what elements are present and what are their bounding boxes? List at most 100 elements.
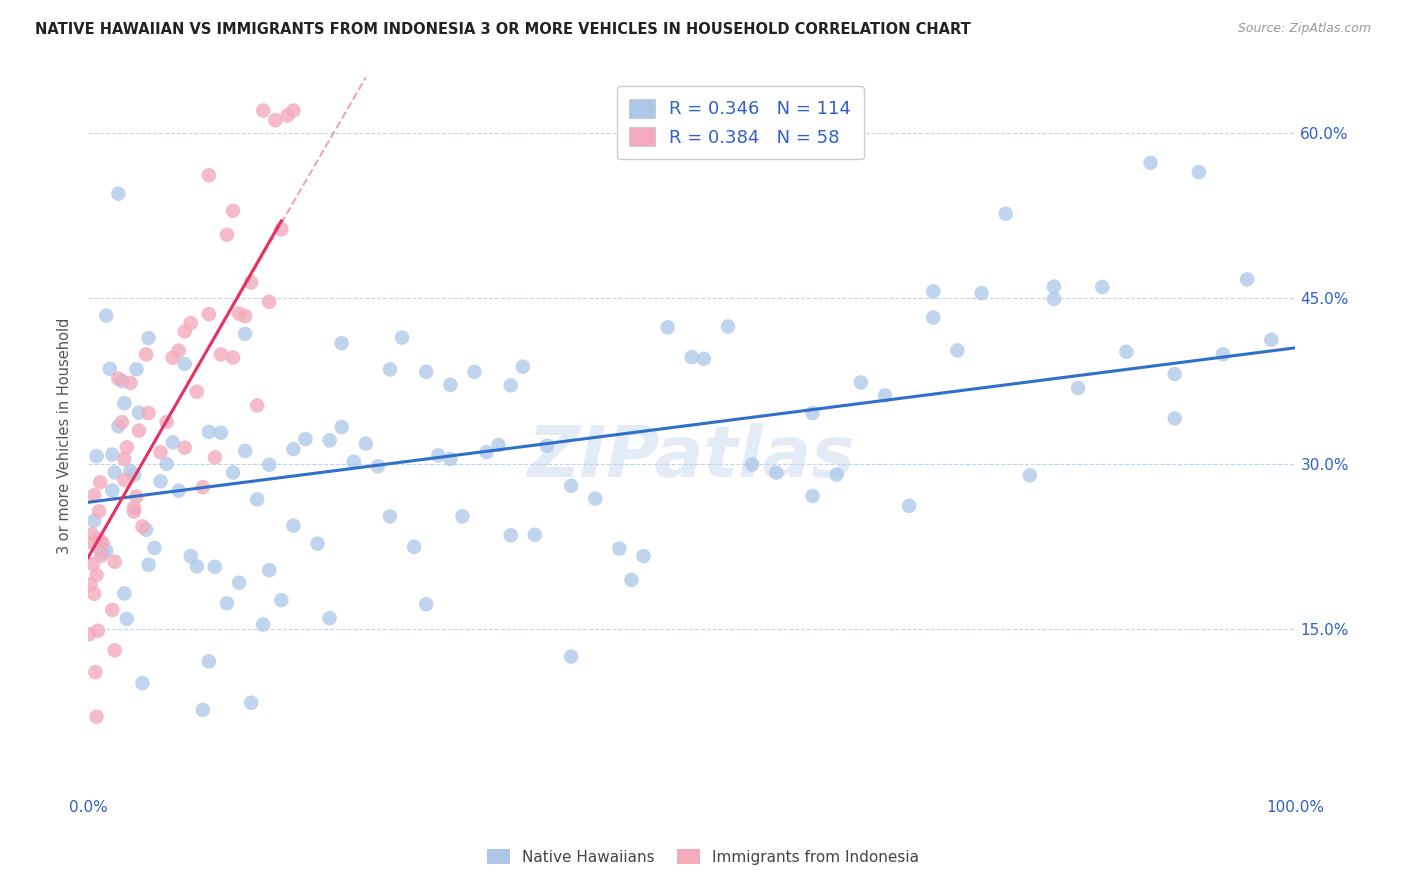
Point [83, 514, 105, 528]
Point [209, 347, 232, 361]
Point [922, 285, 945, 299]
Point [257, 295, 280, 310]
Point [180, 549, 202, 563]
Point [994, 207, 1017, 221]
Point [536, 439, 558, 453]
Point [252, 103, 274, 118]
Point [693, 351, 716, 366]
Point [80, 536, 103, 550]
Point [257, 563, 280, 577]
Point [111, 415, 134, 429]
Point [233, 309, 256, 323]
Point [107, 371, 129, 385]
Point [1164, 411, 1187, 425]
Point [162, 435, 184, 450]
Point [104, 643, 127, 657]
Point [149, 475, 172, 489]
Point [1260, 333, 1282, 347]
Point [741, 458, 763, 472]
Point [415, 365, 437, 379]
Point [439, 377, 461, 392]
Point [849, 376, 872, 390]
Point [89, 534, 111, 549]
Point [198, 425, 221, 439]
Point [283, 103, 305, 118]
Point [191, 480, 214, 494]
Point [499, 378, 522, 392]
Point [354, 436, 377, 450]
Point [717, 319, 740, 334]
Point [264, 113, 287, 128]
Point [609, 541, 631, 556]
Point [96, 543, 118, 558]
Point [198, 307, 221, 321]
Point [427, 449, 450, 463]
Point [257, 458, 280, 472]
Point [89, 475, 111, 490]
Point [138, 406, 160, 420]
Point [681, 350, 703, 364]
Point [499, 528, 522, 542]
Point [143, 541, 166, 555]
Point [104, 555, 127, 569]
Point [240, 276, 263, 290]
Point [415, 597, 437, 611]
Point [1164, 367, 1187, 381]
Point [125, 362, 148, 376]
Text: NATIVE HAWAIIAN VS IMMIGRANTS FROM INDONESIA 3 OR MORE VEHICLES IN HOUSEHOLD COR: NATIVE HAWAIIAN VS IMMIGRANTS FROM INDON… [35, 22, 972, 37]
Point [922, 310, 945, 325]
Point [283, 442, 305, 457]
Point [378, 362, 401, 376]
Point [125, 490, 148, 504]
Point [898, 499, 921, 513]
Point [343, 455, 366, 469]
Point [111, 374, 134, 388]
Point [98, 361, 121, 376]
Point [79, 627, 101, 641]
Point [1043, 292, 1066, 306]
Point [222, 351, 245, 365]
Point [560, 649, 582, 664]
Point [198, 654, 221, 668]
Point [970, 286, 993, 301]
Point [87, 533, 110, 547]
Point [633, 549, 655, 564]
Point [252, 617, 274, 632]
Point [294, 432, 316, 446]
Point [330, 336, 353, 351]
Point [1236, 272, 1258, 286]
Point [222, 466, 245, 480]
Point [946, 343, 969, 358]
Point [228, 307, 250, 321]
Point [91, 536, 114, 550]
Point [112, 452, 135, 467]
Point [801, 406, 824, 420]
Point [657, 320, 679, 334]
Point [1018, 468, 1040, 483]
Point [167, 343, 190, 358]
Point [101, 603, 124, 617]
Legend: Native Hawaiians, Immigrants from Indonesia: Native Hawaiians, Immigrants from Indone… [481, 843, 925, 871]
Point [96, 309, 118, 323]
Point [233, 326, 256, 341]
Text: ZIPatlas: ZIPatlas [529, 423, 855, 492]
Point [149, 445, 172, 459]
Point [156, 457, 179, 471]
Point [330, 420, 353, 434]
Point [283, 518, 305, 533]
Point [128, 406, 150, 420]
Y-axis label: 3 or more Vehicles in Household: 3 or more Vehicles in Household [58, 318, 72, 554]
Point [1067, 381, 1090, 395]
Point [80, 527, 103, 541]
Point [162, 351, 184, 365]
Point [404, 540, 426, 554]
Point [222, 203, 245, 218]
Point [439, 452, 461, 467]
Point [276, 109, 298, 123]
Point [84, 665, 107, 680]
Point [307, 536, 329, 550]
Point [204, 559, 226, 574]
Point [270, 593, 292, 607]
Point [112, 473, 135, 487]
Point [204, 450, 226, 465]
